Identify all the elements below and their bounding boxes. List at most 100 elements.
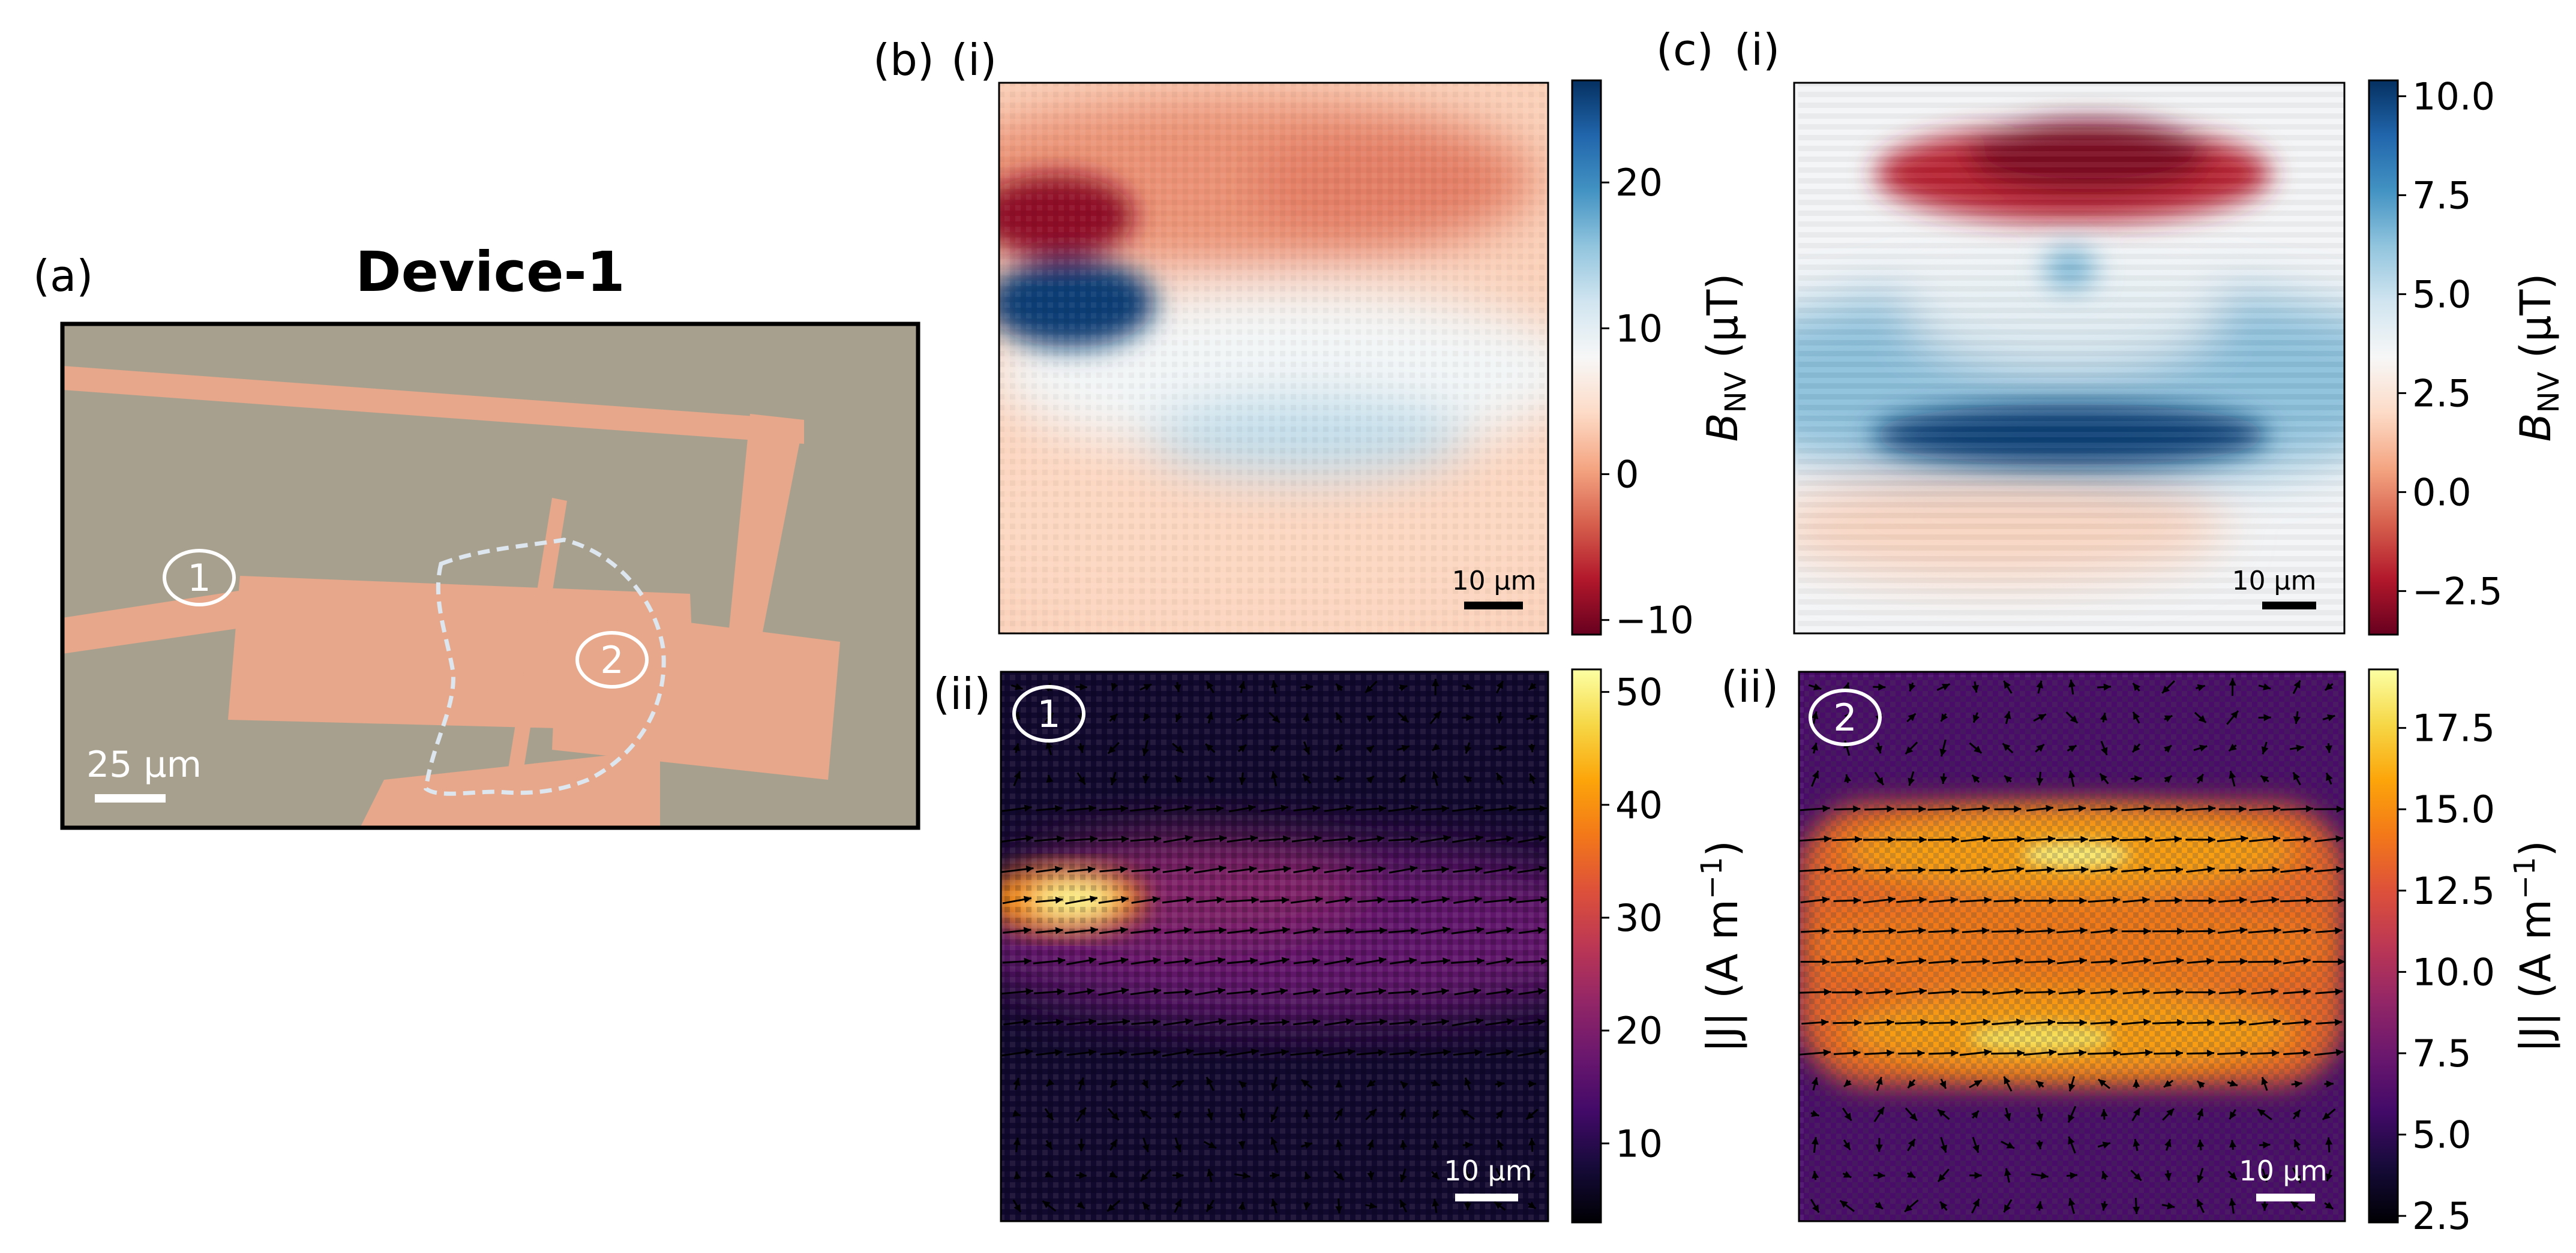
current-arrowhead [2239,805,2247,813]
current-arrowhead [1918,805,1926,813]
current-arrowhead [2274,958,2281,966]
current-arrowhead [1175,745,1184,753]
current-arrowhead [2017,836,2025,843]
current-arrowhead [1497,773,1504,781]
colorbar-j-b-tick-label: 20 [1615,1009,1663,1053]
current-arrowhead [1919,836,1927,843]
current-arrowhead [1983,835,1990,843]
current-arrowhead [1875,1201,1883,1209]
current-arrowhead [1079,683,1087,691]
current-arrowhead [2133,683,2140,692]
current-arrowhead [1465,1141,1473,1149]
current-arrowhead [2015,987,2023,995]
colorbar-j-c-gradient [2368,668,2399,1224]
current-arrowhead [1951,957,1959,965]
current-arrowhead [1045,713,1054,721]
current-arrowhead [1045,1141,1052,1150]
current-arrowhead [1908,1138,1915,1147]
colorbar-j-c-tick-label: 12.5 [2412,869,2495,913]
current-arrowhead [1054,805,1063,813]
current-arrowhead [1312,926,1320,934]
current-arrowhead [1811,1077,1819,1086]
current-arrowhead [1378,805,1387,813]
current-arrowhead [1812,1204,1819,1213]
current-arrowhead [1184,1018,1193,1026]
current-arrowhead [2035,1141,2043,1150]
current-arrowhead [1120,957,1129,964]
current-arrowhead [1347,1048,1356,1056]
current-arrowhead [2335,1048,2344,1056]
current-arrowhead [1107,1204,1115,1212]
current-arrowhead [1271,680,1279,688]
current-arrowhead [1811,743,1818,751]
current-arrowhead [2133,711,2140,720]
colorbar-bnv-b-label: BNV (μT) [1698,274,1753,442]
current-arrowhead [2143,957,2151,964]
current-arrowhead [2303,836,2311,843]
current-arrowhead [1824,988,1831,996]
current-arrowhead [1528,744,1536,753]
current-arrowhead [2197,1139,2205,1147]
current-arrowhead [1529,1173,1536,1181]
current-arrowhead [1121,836,1129,843]
current-arrowhead [2004,1076,2011,1085]
current-arrowhead [2098,1079,2107,1087]
current-arrowhead [1951,805,1960,813]
current-arrowhead [1377,835,1385,843]
current-arrowhead [1410,804,1419,812]
current-arrowhead [1175,1080,1184,1087]
current-arrowhead [2196,774,2203,782]
current-arrowhead [2047,1018,2056,1026]
current-arrowhead [1344,896,1353,903]
current-arrowhead [2167,1202,2175,1210]
current-arrowhead [2175,1049,2183,1057]
current-arrowhead [1855,988,1863,996]
bnv-map-b-scalebar-label: 10 μm [1452,566,1537,596]
current-arrowhead [1111,683,1118,691]
current-arrowhead [1885,988,1893,996]
colorbar-j-b-tick-label: 40 [1615,783,1663,827]
current-arrowhead [2272,835,2281,843]
current-arrowhead [1812,1171,1819,1179]
current-arrowhead [2002,743,2011,751]
current-arrowhead [1312,804,1320,812]
current-arrowhead [2070,715,2078,723]
current-arrowhead [1025,834,1033,842]
current-arrowhead [1022,1018,1031,1026]
current-arrowhead [2110,988,2118,996]
current-arrowhead [1464,746,1472,754]
current-arrowhead [1120,896,1129,903]
colorbar-j-c-tick-label: 15.0 [2412,788,2495,831]
current-arrowhead [2175,866,2183,874]
current-arrowhead [1410,927,1419,935]
current-arrowhead [2017,1049,2025,1057]
current-arrowhead [2100,1109,2108,1117]
current-arrowhead [1054,1048,1063,1056]
current-arrowhead [1206,1203,1214,1212]
current-arrowhead [1432,678,1440,686]
current-arrowhead [1282,926,1290,934]
current-arrowhead [1315,896,1323,903]
current-arrowhead [1280,804,1288,812]
current-arrowhead [1088,804,1096,812]
current-arrowhead [1142,1144,1150,1152]
current-arrowhead [2208,988,2216,996]
current-arrowhead [1431,1171,1440,1179]
current-arrowhead [2038,714,2046,721]
current-arrowhead [1057,957,1066,964]
current-arrowhead [1143,713,1151,721]
current-arrowhead [2261,1174,2268,1182]
electrode-strip [62,366,804,444]
current-arrowhead [2048,988,2056,996]
current-arrowhead [1122,1018,1130,1026]
current-arrowhead [1474,896,1482,903]
current-arrowhead [1281,957,1290,964]
current-arrowhead [1206,681,1214,690]
current-arrowhead [1942,684,1950,690]
current-arrowhead [2176,957,2184,964]
current-arrowhead [1184,804,1192,812]
current-arrowhead [1366,716,1375,723]
current-arrowhead [1013,1171,1021,1179]
current-arrowhead [1540,957,1548,965]
current-arrowhead [1270,1137,1277,1146]
